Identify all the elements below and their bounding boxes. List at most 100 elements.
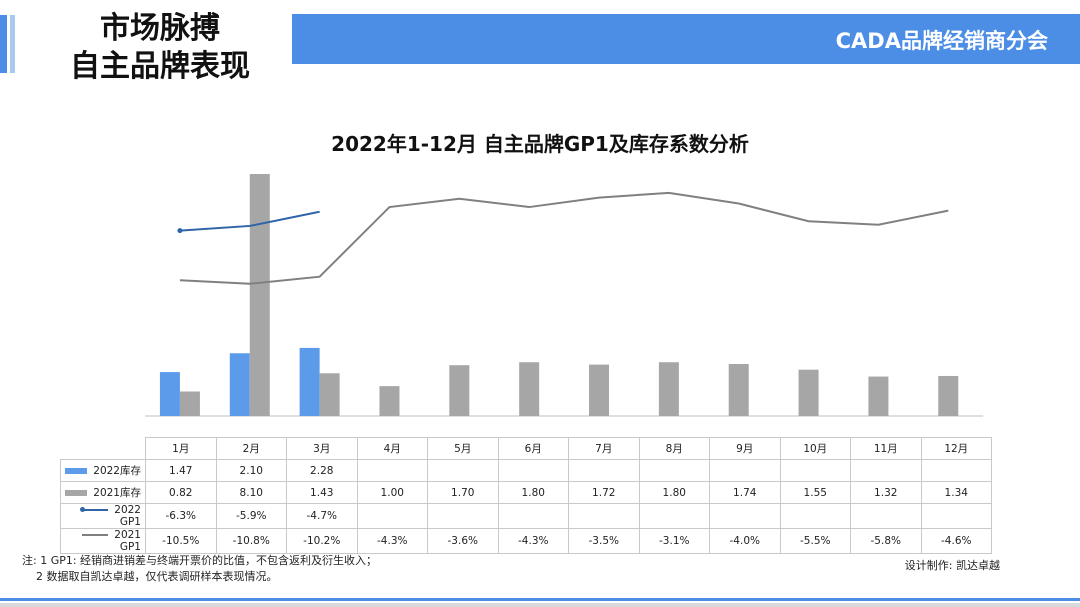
data-label: -3.6% (427, 528, 499, 554)
line-2022-gp1 (179, 210, 320, 232)
data-label (850, 459, 922, 482)
title-accent-bar-light (10, 15, 15, 73)
bar-2021-inventory (868, 376, 889, 416)
legend-key-marker (80, 507, 86, 512)
legend-label: 2021 GP1 (114, 529, 141, 553)
data-label: -5.5% (779, 528, 851, 554)
data-label: 0.82 (145, 481, 217, 504)
bar-2021-inventory (938, 375, 959, 416)
bar-2021-inventory (658, 362, 679, 416)
legend-entry: 2021 GP1 (60, 528, 146, 554)
table-row: 2022库存 1.47 2.10 2.28 (60, 459, 992, 482)
data-label (356, 503, 428, 529)
data-label (850, 503, 922, 529)
tick-label: 2月 (215, 437, 287, 460)
legend-label: 2022库存 (93, 465, 141, 477)
data-label (920, 459, 992, 482)
bar-2021-inventory (319, 373, 340, 416)
bar-2021-inventory (589, 364, 610, 416)
tick-label: 11月 (850, 437, 922, 460)
tick-label: 1月 (145, 437, 217, 460)
footnote-line1: 注: 1 GP1: 经销商进销差与终端开票价的比值，不包含返利及衍生收入； (22, 554, 378, 567)
legend-entry: 2022库存 (60, 459, 146, 482)
line-2022-gp1-marker (177, 228, 183, 234)
data-label: 1.55 (779, 481, 851, 504)
footnote-line2: 2 数据取自凯达卓越，仅代表调研样本表现情况。 (36, 570, 278, 583)
data-label (427, 503, 499, 529)
data-label: 1.80 (497, 481, 569, 504)
bar-2021-inventory (519, 362, 540, 416)
bar-2022-inventory (299, 347, 320, 416)
design-credit: 设计制作: 凯达卓越 (904, 559, 1000, 572)
tick-label: 12月 (920, 437, 992, 460)
data-label: 2.10 (215, 459, 287, 482)
data-label: 1.70 (427, 481, 499, 504)
data-label: 1.34 (920, 481, 992, 504)
bottom-rule-gray (0, 603, 1080, 607)
header-band: CADA品牌经销商分会 (292, 14, 1080, 64)
data-label: -4.3% (497, 528, 569, 554)
data-label (568, 459, 640, 482)
table-row: 2022 GP1 -6.3% -5.9% -4.7% (60, 503, 992, 529)
data-label: 1.80 (638, 481, 710, 504)
data-label (779, 459, 851, 482)
bar-2021-inventory (249, 174, 270, 416)
bar-2022-inventory (159, 372, 180, 416)
data-label (497, 459, 569, 482)
legend-key (80, 507, 109, 512)
tick-label: 6月 (497, 437, 569, 460)
data-label (356, 459, 428, 482)
legend-key (65, 468, 88, 474)
data-label: -4.3% (356, 528, 428, 554)
data-label: 1.43 (286, 481, 358, 504)
data-label: -6.3% (145, 503, 217, 529)
brand-label: CADA品牌经销商分会 (835, 29, 1048, 53)
bar-2022-inventory (229, 353, 250, 416)
page-title-line1: 市场脉搏 (100, 11, 220, 46)
tick-label: 4月 (356, 437, 428, 460)
chart-title: 2022年1-12月 自主品牌GP1及库存系数分析 (331, 132, 749, 156)
tick-label: 8月 (638, 437, 710, 460)
tick-label: 7月 (568, 437, 640, 460)
data-label (497, 503, 569, 529)
table-corner-cell (60, 437, 146, 460)
data-label: -4.6% (920, 528, 992, 554)
tick-label: 5月 (427, 437, 499, 460)
bar-2021-inventory (379, 386, 400, 416)
footnote: 注: 1 GP1: 经销商进销差与终端开票价的比值，不包含返利及衍生收入； 2 … (22, 553, 377, 585)
bar-2021-inventory (179, 391, 200, 416)
data-label (709, 459, 781, 482)
data-table: 1月 2月 3月 4月 5月 6月 7月 8月 9月 10月 11月 12月 2022库存 1.47 2.1… (60, 437, 992, 554)
bar-2021-inventory (728, 364, 749, 416)
legend-entry: 2021库存 (60, 481, 146, 504)
data-label: 2.28 (286, 459, 358, 482)
data-label (568, 503, 640, 529)
data-label (427, 459, 499, 482)
data-label: -10.5% (145, 528, 217, 554)
bar-2021-inventory (449, 365, 470, 416)
data-label: -4.0% (709, 528, 781, 554)
legend-key (82, 534, 109, 536)
tick-label: 9月 (709, 437, 781, 460)
data-label: 1.47 (145, 459, 217, 482)
data-label: -3.5% (568, 528, 640, 554)
page-title: 市场脉搏 自主品牌表现 (30, 10, 290, 86)
data-label: -10.8% (215, 528, 287, 554)
line-2021-gp1 (179, 191, 949, 285)
data-label: 1.74 (709, 481, 781, 504)
data-label: 8.10 (215, 481, 287, 504)
data-label (709, 503, 781, 529)
data-label (638, 503, 710, 529)
legend-entry: 2022 GP1 (60, 503, 146, 529)
data-label (920, 503, 992, 529)
data-label: -5.8% (850, 528, 922, 554)
data-label: -10.2% (286, 528, 358, 554)
page-title-line2: 自主品牌表现 (70, 49, 250, 84)
data-label: -4.7% (286, 503, 358, 529)
table-row: 2021 GP1 -10.5% -10.8% -10.2% -4.3% -3.6% -4.3… (60, 528, 992, 554)
data-label: 1.32 (850, 481, 922, 504)
bottom-rule (0, 598, 1080, 601)
table-header-row: 1月 2月 3月 4月 5月 6月 7月 8月 9月 10月 11月 12月 (60, 437, 992, 460)
data-label: -3.1% (638, 528, 710, 554)
tick-label: 3月 (286, 437, 358, 460)
